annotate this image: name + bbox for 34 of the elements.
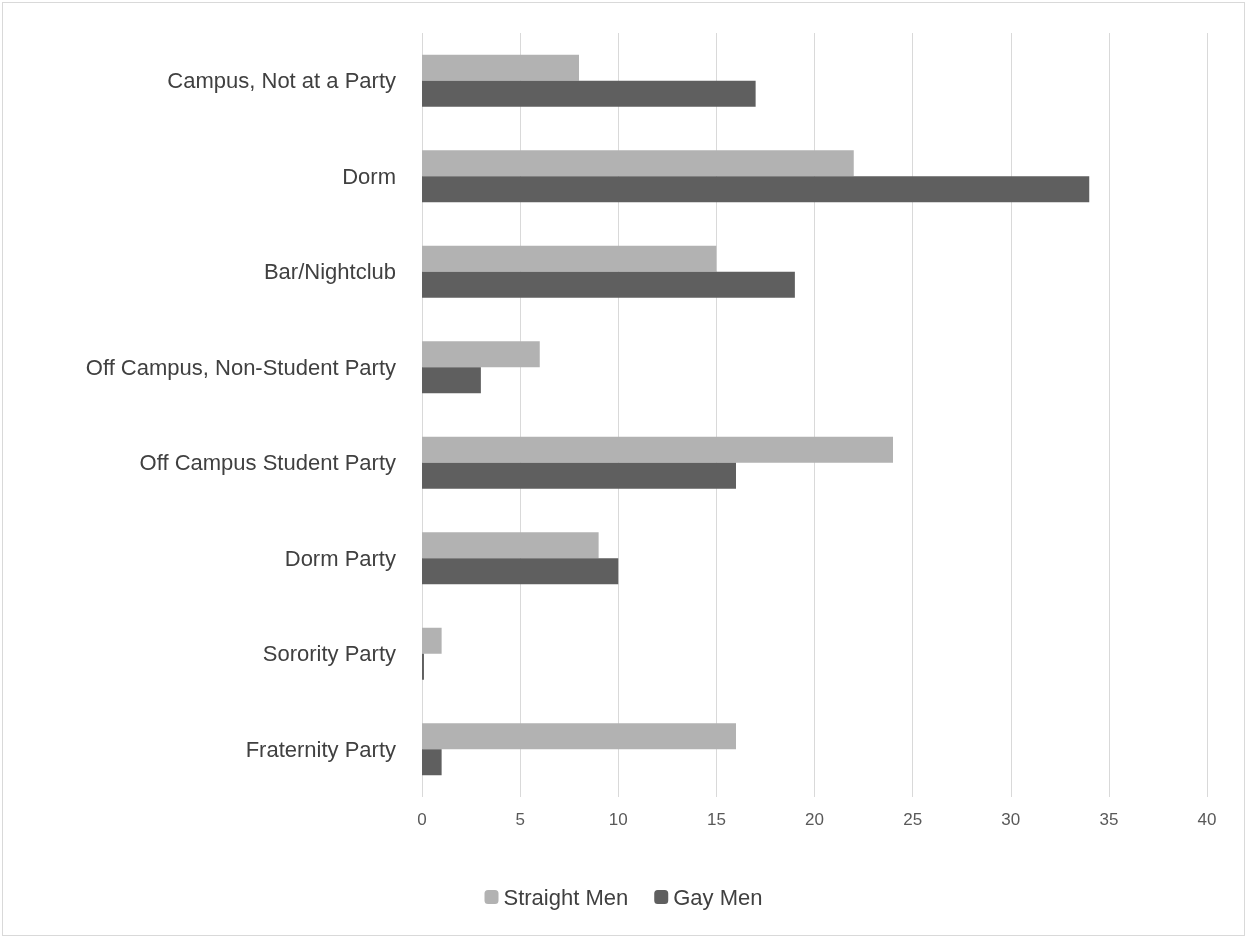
x-tick-label: 10 (608, 810, 628, 829)
bar (422, 558, 619, 585)
bar (422, 80, 756, 107)
bar (422, 723, 736, 750)
legend-label: Gay Men (673, 884, 763, 910)
x-tick-label: 35 (1099, 810, 1119, 829)
bar (422, 54, 579, 81)
bar (422, 245, 717, 272)
x-tick-label: 5 (515, 810, 525, 829)
x-tick-label: 0 (417, 810, 427, 829)
y-tick-label: Off Campus Student Party (139, 450, 396, 476)
bar (422, 150, 854, 177)
x-tick-label: 25 (903, 810, 923, 829)
y-tick-label: Sorority Party (262, 641, 396, 667)
legend-label: Straight Men (503, 884, 629, 910)
y-tick-label: Campus, Not at a Party (167, 68, 396, 94)
x-tick-label: 20 (805, 810, 824, 829)
x-tick-label: 15 (706, 810, 726, 829)
bar (422, 176, 1090, 203)
bar (422, 367, 481, 394)
bar (422, 271, 795, 298)
bar (422, 749, 442, 776)
bar (422, 627, 442, 654)
x-tick-label: 40 (1197, 810, 1217, 829)
x-tick-label: 30 (1001, 810, 1021, 829)
y-tick-label: Fraternity Party (245, 736, 396, 762)
y-tick-label: Dorm Party (284, 545, 396, 571)
bar (422, 436, 893, 463)
y-tick-label: Bar/Nightclub (263, 259, 396, 285)
y-tick-label: Dorm (342, 163, 396, 189)
bar (422, 341, 540, 368)
y-tick-label: Off Campus, Non-Student Party (85, 354, 396, 380)
bar (422, 532, 599, 559)
bar (422, 462, 736, 489)
